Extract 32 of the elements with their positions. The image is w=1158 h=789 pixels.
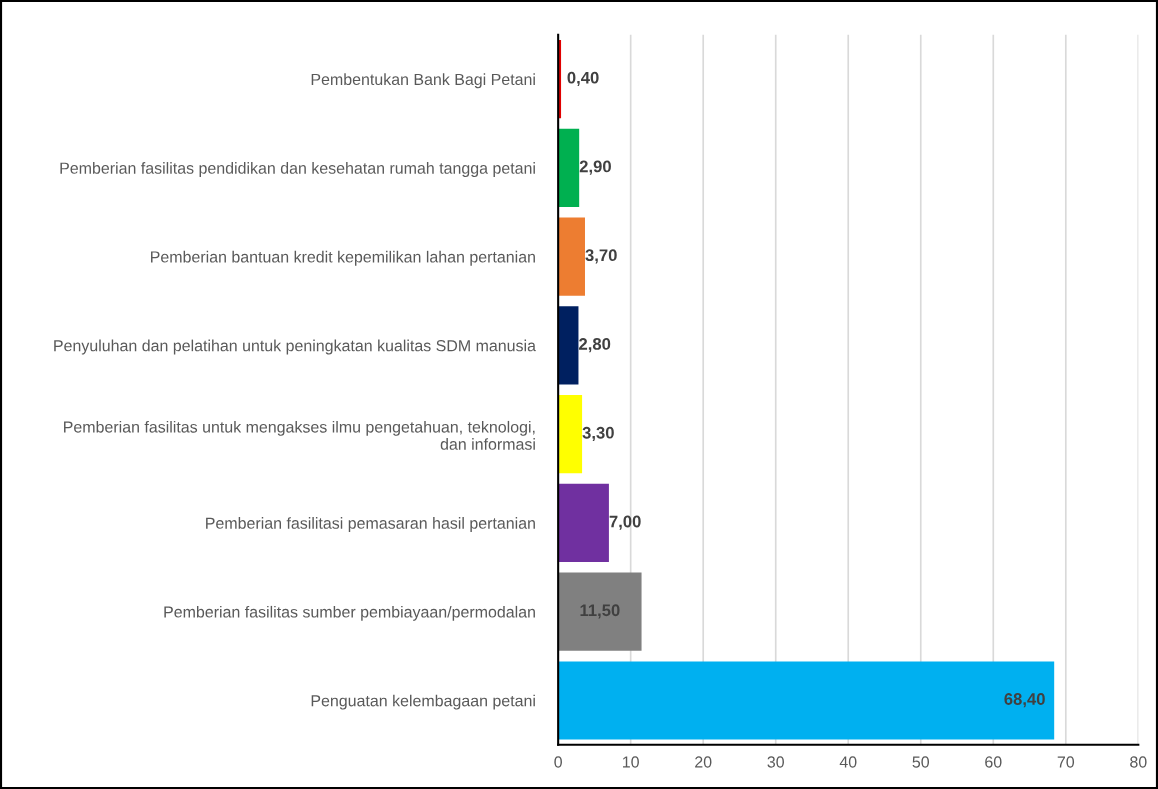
x-tick-label: 20 — [695, 756, 712, 768]
x-tick-label: 80 — [1130, 756, 1147, 768]
y-tick-label: Pemberian bantuan kredit kepemilikan lahan pertanian — [151, 250, 535, 266]
bar — [558, 395, 583, 474]
data-label: 11,50 — [580, 604, 620, 619]
data-label: 0,40 — [567, 71, 599, 86]
x-tick-label: 30 — [767, 756, 784, 768]
data-label: 2,80 — [579, 338, 611, 353]
data-label: 3,30 — [582, 426, 614, 442]
bar — [558, 572, 642, 651]
bar — [558, 128, 580, 207]
y-tick-label: Pemberian fasilitasi pemasaran hasil pertanian — [206, 517, 535, 533]
y-tick-label: Penguatan kelembagaan petani — [311, 694, 535, 710]
y-tick-label: Pemberian fasilitas pendidikan dan kesehatan rumah tangga petani — [60, 162, 535, 177]
bar — [558, 217, 585, 296]
y-tick-label: Penyuluhan dan pelatihan untuk peningkatan kualitas SDM manusia — [54, 339, 536, 355]
y-tick-label: Pemberian fasilitas untuk mengakses ilmu pengetahuan, teknologi, dan informasi — [64, 420, 535, 450]
data-label: 2,90 — [579, 160, 611, 175]
x-tick-label: 60 — [985, 756, 1002, 768]
x-tick-label: 10 — [623, 756, 639, 768]
y-tick-label: Pemberian fasilitas sumber pembiayaan/permodalan — [164, 605, 535, 621]
bar — [558, 661, 1055, 740]
x-tick-label: 70 — [1057, 756, 1075, 768]
y-tick-label: Pembentukan Bank Bagi Petani — [311, 73, 535, 89]
bar — [558, 483, 609, 562]
data-label: 7,00 — [609, 515, 641, 530]
x-tick-label: 50 — [912, 756, 930, 768]
data-label: 68,40 — [1004, 693, 1045, 708]
x-tick-label: 40 — [839, 756, 857, 768]
bar — [558, 306, 579, 385]
x-tick-label: 0 — [554, 756, 562, 768]
data-label: 3,70 — [585, 249, 617, 264]
